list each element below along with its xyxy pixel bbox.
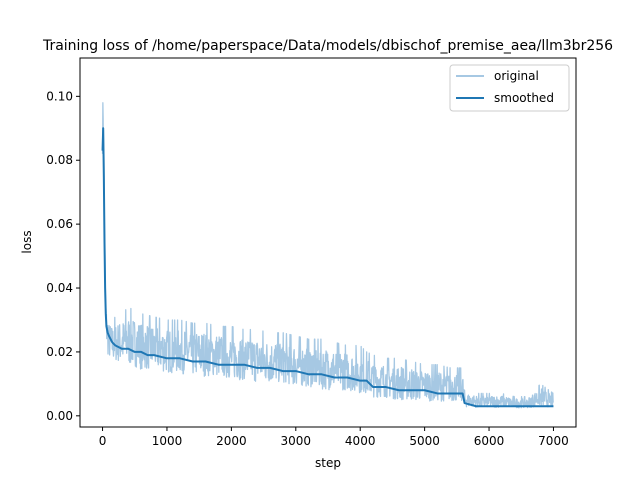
series-smoothed-line [101, 127, 554, 408]
legend: original smoothed [449, 64, 570, 112]
y-tick-label: 0.04 [46, 281, 73, 295]
x-axis: 0 1000 2000 3000 4000 5000 6000 7000 [99, 427, 569, 448]
y-tick-label: 0.00 [46, 409, 73, 423]
x-tick-label: 2000 [216, 434, 247, 448]
x-tick-label: 5000 [409, 434, 440, 448]
y-tick-label: 0.06 [46, 217, 73, 231]
chart-title: Training loss of /home/paperspace/Data/m… [42, 38, 613, 54]
series-layer [101, 102, 554, 409]
x-tick-label: 1000 [152, 434, 183, 448]
legend-label-smoothed: smoothed [494, 91, 554, 105]
x-tick-label: 4000 [345, 434, 376, 448]
y-tick-label: 0.02 [46, 345, 73, 359]
y-axis-label: loss [20, 230, 34, 253]
x-tick-label: 7000 [538, 434, 569, 448]
series-original-line [101, 102, 554, 409]
y-tick-label: 0.08 [46, 153, 73, 167]
legend-label-original: original [494, 69, 539, 83]
x-axis-label: step [315, 456, 341, 470]
y-tick-label: 0.10 [46, 89, 73, 103]
x-tick-label: 0 [99, 434, 107, 448]
x-tick-label: 6000 [474, 434, 505, 448]
x-tick-label: 3000 [281, 434, 312, 448]
plot-frame [79, 57, 577, 428]
y-axis: 0.00 0.02 0.04 0.06 0.08 0.10 [46, 89, 80, 423]
